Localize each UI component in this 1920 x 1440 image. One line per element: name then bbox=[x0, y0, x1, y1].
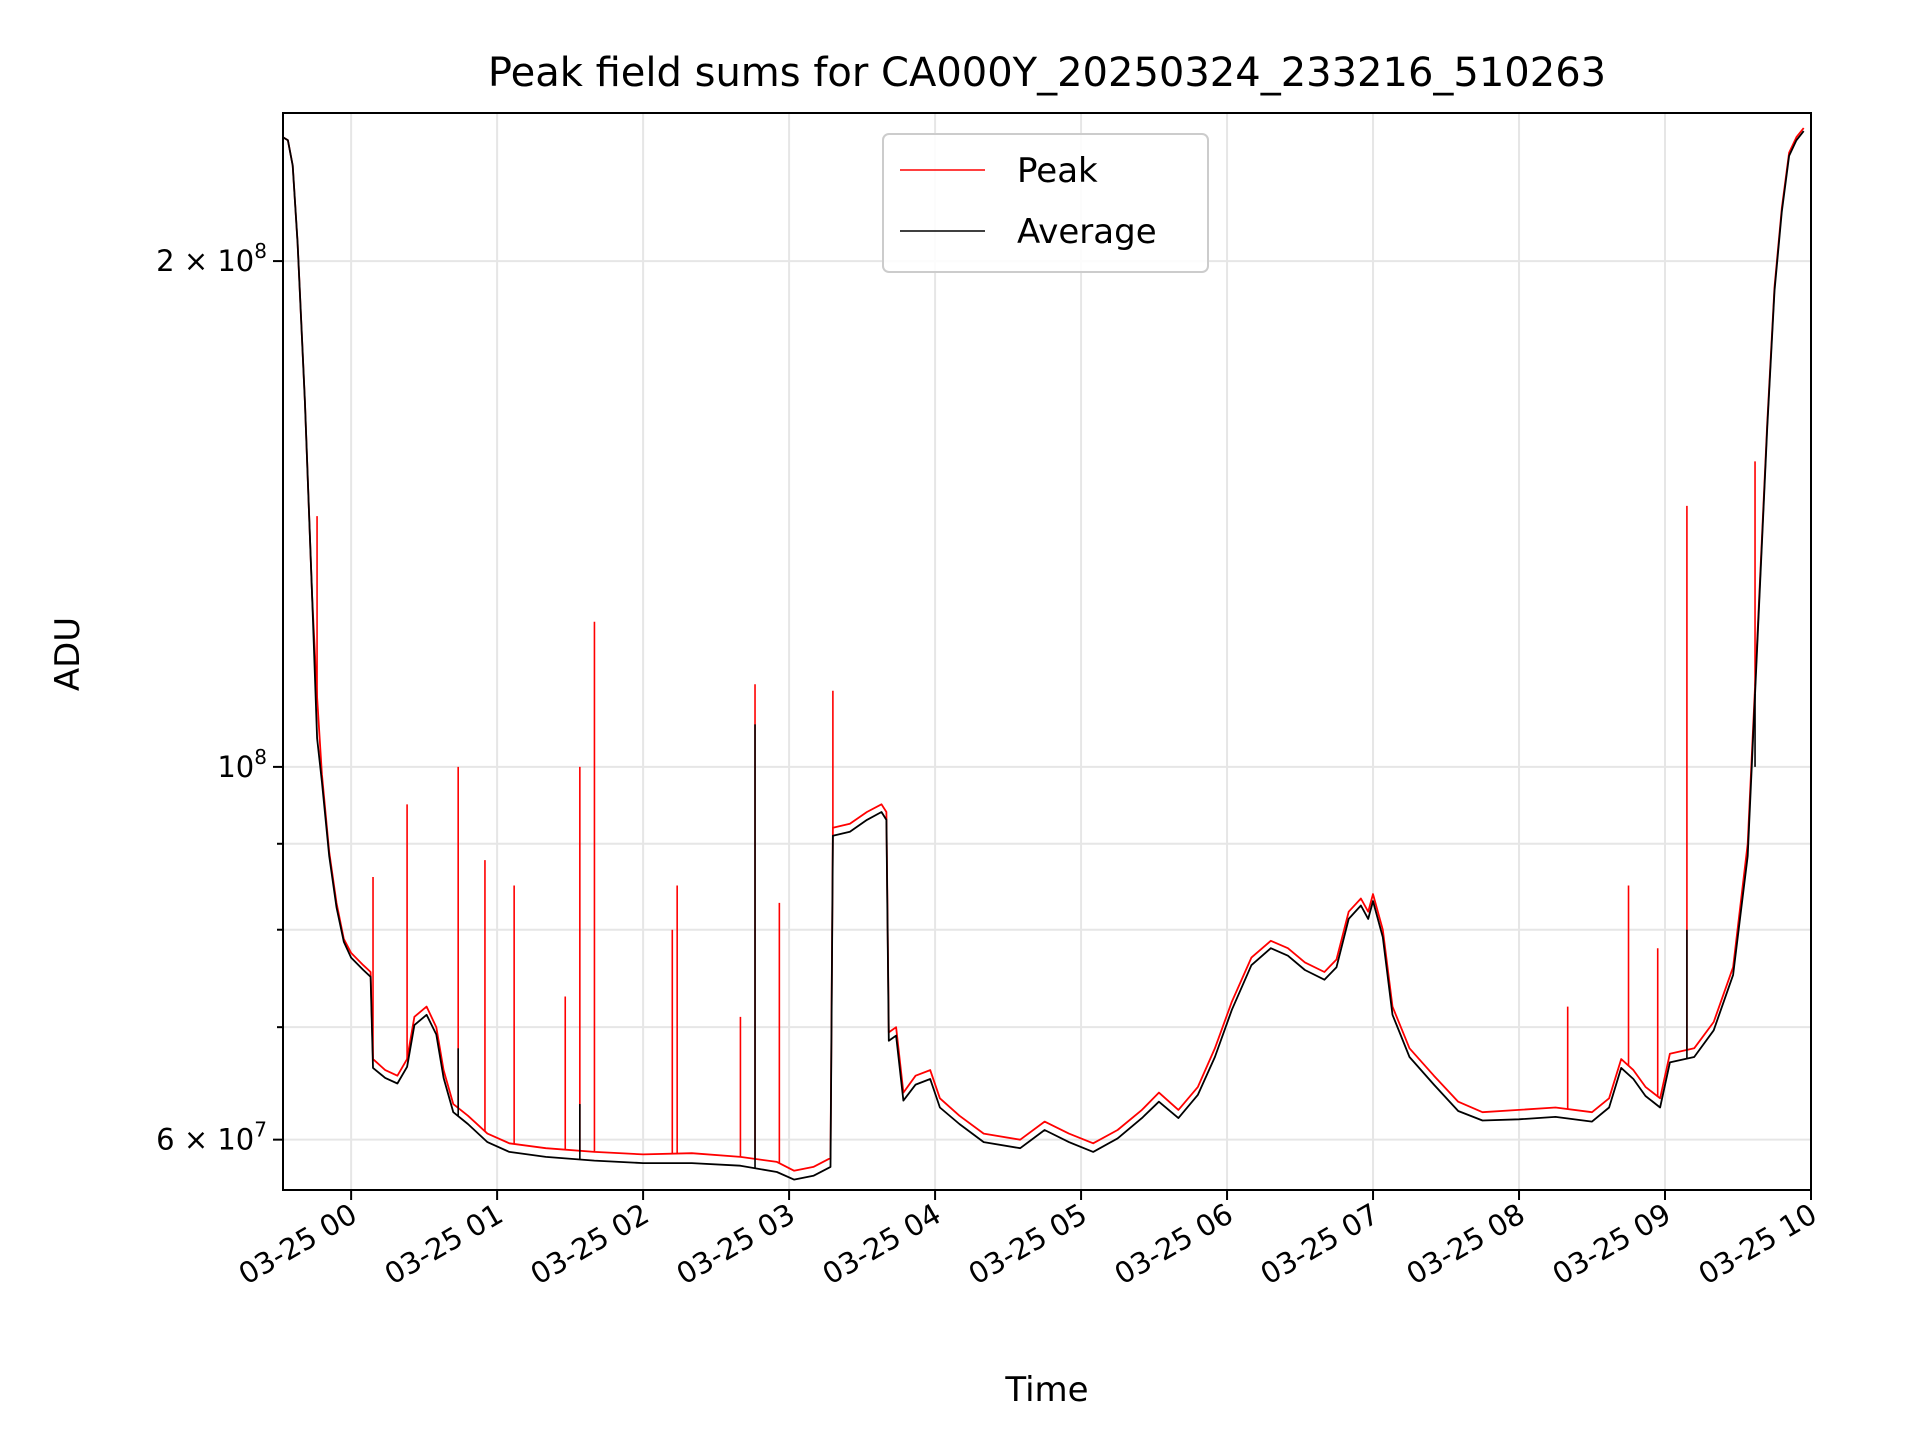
axes-frame bbox=[282, 112, 1812, 1191]
series-line-average bbox=[282, 130, 1805, 1181]
y-tick-label-0: 6 × 107 bbox=[156, 1118, 267, 1157]
y-axis-label: ADU bbox=[48, 617, 88, 691]
x-axis-label: Time bbox=[1004, 1370, 1088, 1410]
y-tick-label-1: 108 bbox=[217, 745, 267, 784]
legend: Peak Average bbox=[882, 133, 1209, 273]
y-tick-label-2: 2 × 108 bbox=[156, 239, 267, 278]
legend-peak-label: Peak bbox=[1017, 151, 1098, 191]
y-axis-ticks: 6 × 107 108 2 × 108 bbox=[156, 239, 283, 1157]
legend-box bbox=[882, 133, 1209, 273]
plot-series bbox=[282, 127, 1805, 1181]
legend-average-label: Average bbox=[1017, 212, 1157, 252]
series-line-peak bbox=[282, 127, 1805, 1172]
chart-title: Peak field sums for CA000Y_20250324_2332… bbox=[488, 50, 1606, 96]
